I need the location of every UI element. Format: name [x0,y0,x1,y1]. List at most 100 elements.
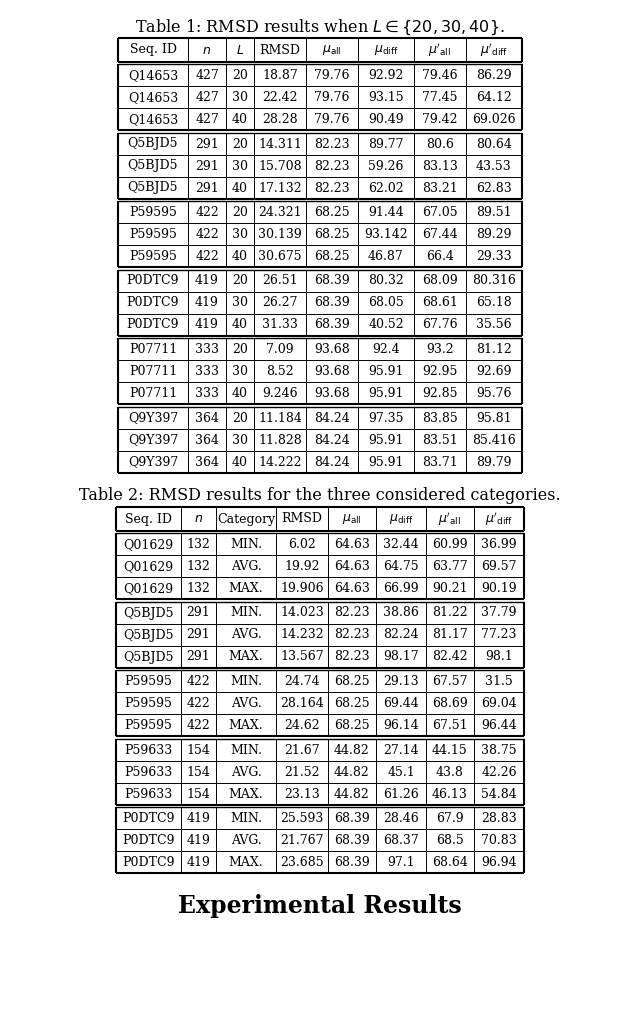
Text: 64.63: 64.63 [334,538,370,551]
Text: 427: 427 [195,69,219,82]
Text: 291: 291 [187,629,211,642]
Text: 291: 291 [187,650,211,663]
Text: 154: 154 [187,788,211,800]
Text: AVG.: AVG. [230,560,261,573]
Text: 27.14: 27.14 [383,743,419,756]
Text: 38.86: 38.86 [383,606,419,619]
Text: P59595: P59595 [125,719,172,732]
Text: 61.26: 61.26 [383,788,419,800]
Text: 8.52: 8.52 [266,365,294,378]
Text: 28.28: 28.28 [262,113,298,126]
Text: 85.416: 85.416 [472,433,516,447]
Text: AVG.: AVG. [230,629,261,642]
Text: 419: 419 [187,856,211,869]
Text: 45.1: 45.1 [387,765,415,779]
Text: 20: 20 [232,275,248,287]
Text: P59633: P59633 [124,743,173,756]
Text: 30.139: 30.139 [258,228,302,241]
Text: 79.76: 79.76 [314,69,349,82]
Text: 92.92: 92.92 [368,69,404,82]
Text: 11.184: 11.184 [258,412,302,424]
Text: 68.39: 68.39 [334,856,370,869]
Text: 98.17: 98.17 [383,650,419,663]
Text: 68.25: 68.25 [334,675,370,688]
Text: 68.39: 68.39 [314,319,350,331]
Text: 26.27: 26.27 [262,296,298,310]
Text: 68.05: 68.05 [368,296,404,310]
Text: 92.85: 92.85 [422,387,458,400]
Text: 69.44: 69.44 [383,697,419,710]
Text: P0DTC9: P0DTC9 [122,856,175,869]
Text: 66.4: 66.4 [426,250,454,263]
Text: $n$: $n$ [194,512,203,525]
Text: 364: 364 [195,433,219,447]
Text: MAX.: MAX. [228,582,263,595]
Text: MIN.: MIN. [230,606,262,619]
Text: 23.685: 23.685 [280,856,324,869]
Text: $\mu'_{\mathrm{diff}}$: $\mu'_{\mathrm{diff}}$ [480,41,508,58]
Text: 40: 40 [232,182,248,194]
Text: $\mu_{\mathrm{all}}$: $\mu_{\mathrm{all}}$ [322,43,342,57]
Text: 291: 291 [187,606,211,619]
Text: 42.26: 42.26 [481,765,517,779]
Text: 95.91: 95.91 [368,456,404,468]
Text: 24.321: 24.321 [258,206,302,219]
Text: 13.567: 13.567 [280,650,324,663]
Text: 14.222: 14.222 [259,456,301,468]
Text: Q14653: Q14653 [128,113,178,126]
Text: P07711: P07711 [129,365,177,378]
Text: 30: 30 [232,365,248,378]
Text: 82.24: 82.24 [383,629,419,642]
Text: 422: 422 [195,250,219,263]
Text: Q9Y397: Q9Y397 [128,412,178,424]
Text: 44.82: 44.82 [334,743,370,756]
Text: Seq. ID: Seq. ID [125,512,172,525]
Text: 68.09: 68.09 [422,275,458,287]
Text: 43.53: 43.53 [476,159,512,173]
Text: 79.42: 79.42 [422,113,458,126]
Text: 95.91: 95.91 [368,365,404,378]
Text: 37.79: 37.79 [481,606,516,619]
Text: 24.74: 24.74 [284,675,320,688]
Text: 24.62: 24.62 [284,719,320,732]
Text: 35.56: 35.56 [476,319,512,331]
Text: 29.33: 29.33 [476,250,512,263]
Text: 84.24: 84.24 [314,456,350,468]
Text: 422: 422 [195,206,219,219]
Text: Table 1: RMSD results when $L \in \{20, 30, 40\}$.: Table 1: RMSD results when $L \in \{20, … [135,18,505,38]
Text: 86.29: 86.29 [476,69,512,82]
Text: 64.75: 64.75 [383,560,419,573]
Text: 68.61: 68.61 [422,296,458,310]
Text: 81.17: 81.17 [432,629,468,642]
Text: 44.82: 44.82 [334,765,370,779]
Text: 81.22: 81.22 [432,606,468,619]
Text: 21.52: 21.52 [284,765,320,779]
Text: 21.67: 21.67 [284,743,320,756]
Text: 67.44: 67.44 [422,228,458,241]
Text: AVG.: AVG. [230,697,261,710]
Text: P0DTC9: P0DTC9 [127,296,179,310]
Text: 30: 30 [232,159,248,173]
Text: 14.023: 14.023 [280,606,324,619]
Text: RMSD: RMSD [259,44,301,56]
Text: Q14653: Q14653 [128,69,178,82]
Text: 333: 333 [195,343,219,356]
Text: 96.44: 96.44 [481,719,517,732]
Text: 46.87: 46.87 [368,250,404,263]
Text: 19.92: 19.92 [284,560,320,573]
Text: Q01629: Q01629 [124,538,173,551]
Text: 19.906: 19.906 [280,582,324,595]
Text: 79.76: 79.76 [314,113,349,126]
Text: 364: 364 [195,412,219,424]
Text: 154: 154 [187,765,211,779]
Text: 69.026: 69.026 [472,113,516,126]
Text: 26.51: 26.51 [262,275,298,287]
Text: 68.37: 68.37 [383,834,419,847]
Text: 67.57: 67.57 [432,675,468,688]
Text: 20: 20 [232,412,248,424]
Text: Q5BJD5: Q5BJD5 [128,182,179,194]
Text: 80.64: 80.64 [476,138,512,150]
Text: 22.42: 22.42 [262,91,298,104]
Text: 65.18: 65.18 [476,296,512,310]
Text: 92.95: 92.95 [422,365,458,378]
